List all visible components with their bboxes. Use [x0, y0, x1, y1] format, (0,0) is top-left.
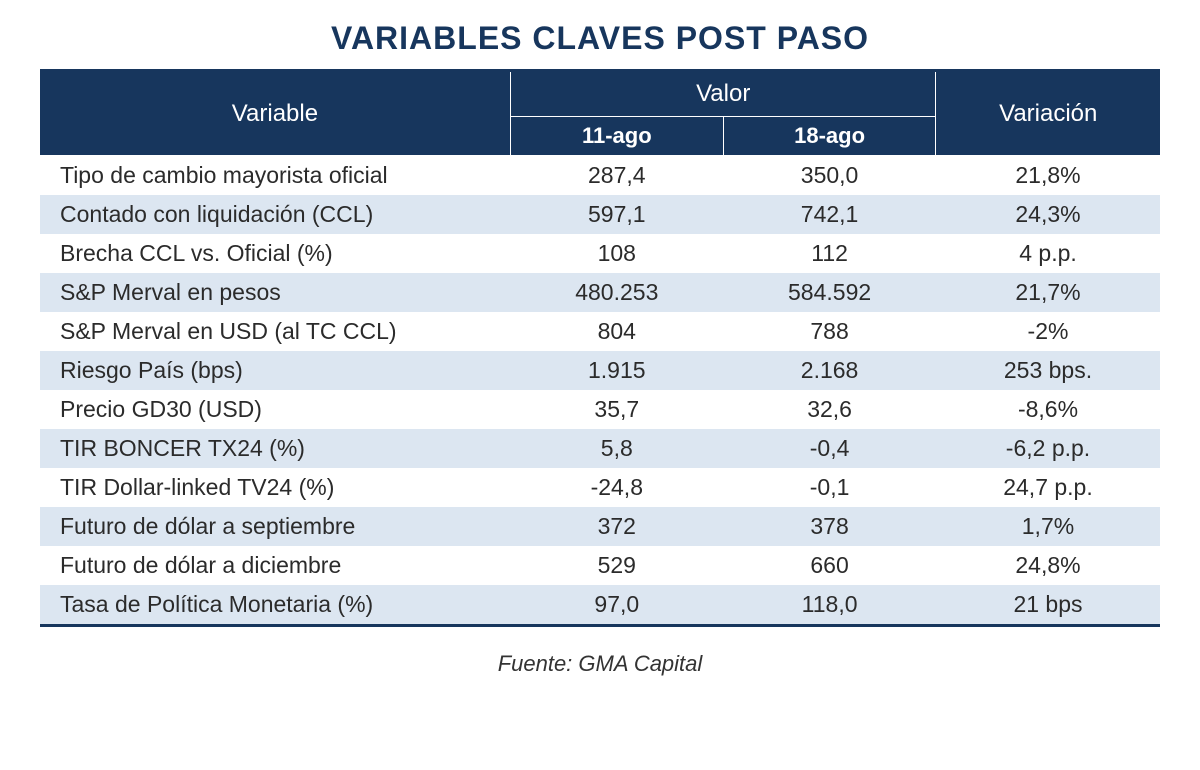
table-row: Tasa de Política Monetaria (%)97,0118,02… — [40, 585, 1160, 626]
cell-value-2: 378 — [723, 507, 936, 546]
cell-value-2: 742,1 — [723, 195, 936, 234]
cell-variation: 1,7% — [936, 507, 1160, 546]
cell-value-2: 2.168 — [723, 351, 936, 390]
table-row: Riesgo País (bps)1.9152.168253 bps. — [40, 351, 1160, 390]
cell-variable: Futuro de dólar a diciembre — [40, 546, 510, 585]
header-variable: Variable — [40, 71, 510, 156]
cell-value-1: 108 — [510, 234, 723, 273]
cell-variation: 24,3% — [936, 195, 1160, 234]
cell-variation: 24,7 p.p. — [936, 468, 1160, 507]
cell-variation: 253 bps. — [936, 351, 1160, 390]
cell-variable: Tasa de Política Monetaria (%) — [40, 585, 510, 626]
header-date1: 11-ago — [510, 117, 723, 156]
table-row: TIR BONCER TX24 (%)5,8-0,4-6,2 p.p. — [40, 429, 1160, 468]
cell-value-2: 660 — [723, 546, 936, 585]
cell-variation: 21,8% — [936, 156, 1160, 196]
source-label: Fuente: GMA Capital — [40, 651, 1160, 677]
cell-value-2: 32,6 — [723, 390, 936, 429]
table-row: Futuro de dólar a diciembre52966024,8% — [40, 546, 1160, 585]
table-body: Tipo de cambio mayorista oficial287,4350… — [40, 156, 1160, 626]
cell-value-1: 372 — [510, 507, 723, 546]
header-date2: 18-ago — [723, 117, 936, 156]
cell-value-1: 35,7 — [510, 390, 723, 429]
cell-value-2: 350,0 — [723, 156, 936, 196]
cell-variation: -2% — [936, 312, 1160, 351]
cell-variation: 24,8% — [936, 546, 1160, 585]
variables-table: Variable Valor Variación 11-ago 18-ago T… — [40, 69, 1160, 627]
page-title: VARIABLES CLAVES POST PASO — [40, 20, 1160, 57]
cell-value-1: 287,4 — [510, 156, 723, 196]
cell-value-1: 5,8 — [510, 429, 723, 468]
table-header: Variable Valor Variación 11-ago 18-ago — [40, 71, 1160, 156]
cell-variable: Riesgo País (bps) — [40, 351, 510, 390]
cell-value-2: 788 — [723, 312, 936, 351]
cell-variation: 21,7% — [936, 273, 1160, 312]
cell-variation: 21 bps — [936, 585, 1160, 626]
header-variacion: Variación — [936, 71, 1160, 156]
cell-variable: S&P Merval en USD (al TC CCL) — [40, 312, 510, 351]
cell-value-1: 804 — [510, 312, 723, 351]
cell-value-2: -0,1 — [723, 468, 936, 507]
table-row: Tipo de cambio mayorista oficial287,4350… — [40, 156, 1160, 196]
table-row: TIR Dollar-linked TV24 (%)-24,8-0,124,7 … — [40, 468, 1160, 507]
table-row: Futuro de dólar a septiembre3723781,7% — [40, 507, 1160, 546]
cell-value-1: -24,8 — [510, 468, 723, 507]
cell-variable: Contado con liquidación (CCL) — [40, 195, 510, 234]
cell-variable: TIR BONCER TX24 (%) — [40, 429, 510, 468]
table-row: Brecha CCL vs. Oficial (%)1081124 p.p. — [40, 234, 1160, 273]
cell-variable: Futuro de dólar a septiembre — [40, 507, 510, 546]
cell-value-2: -0,4 — [723, 429, 936, 468]
header-valor: Valor — [510, 71, 936, 117]
table-container: VARIABLES CLAVES POST PASO Variable Valo… — [40, 20, 1160, 677]
cell-variation: -8,6% — [936, 390, 1160, 429]
cell-value-2: 112 — [723, 234, 936, 273]
table-row: S&P Merval en USD (al TC CCL)804788-2% — [40, 312, 1160, 351]
table-row: S&P Merval en pesos480.253584.59221,7% — [40, 273, 1160, 312]
cell-variable: TIR Dollar-linked TV24 (%) — [40, 468, 510, 507]
cell-value-1: 529 — [510, 546, 723, 585]
table-row: Precio GD30 (USD)35,732,6-8,6% — [40, 390, 1160, 429]
cell-variation: 4 p.p. — [936, 234, 1160, 273]
cell-value-1: 97,0 — [510, 585, 723, 626]
cell-value-2: 118,0 — [723, 585, 936, 626]
cell-value-2: 584.592 — [723, 273, 936, 312]
cell-variable: Precio GD30 (USD) — [40, 390, 510, 429]
cell-value-1: 480.253 — [510, 273, 723, 312]
cell-variation: -6,2 p.p. — [936, 429, 1160, 468]
cell-variable: S&P Merval en pesos — [40, 273, 510, 312]
table-row: Contado con liquidación (CCL)597,1742,12… — [40, 195, 1160, 234]
cell-value-1: 597,1 — [510, 195, 723, 234]
cell-variable: Brecha CCL vs. Oficial (%) — [40, 234, 510, 273]
cell-value-1: 1.915 — [510, 351, 723, 390]
cell-variable: Tipo de cambio mayorista oficial — [40, 156, 510, 196]
